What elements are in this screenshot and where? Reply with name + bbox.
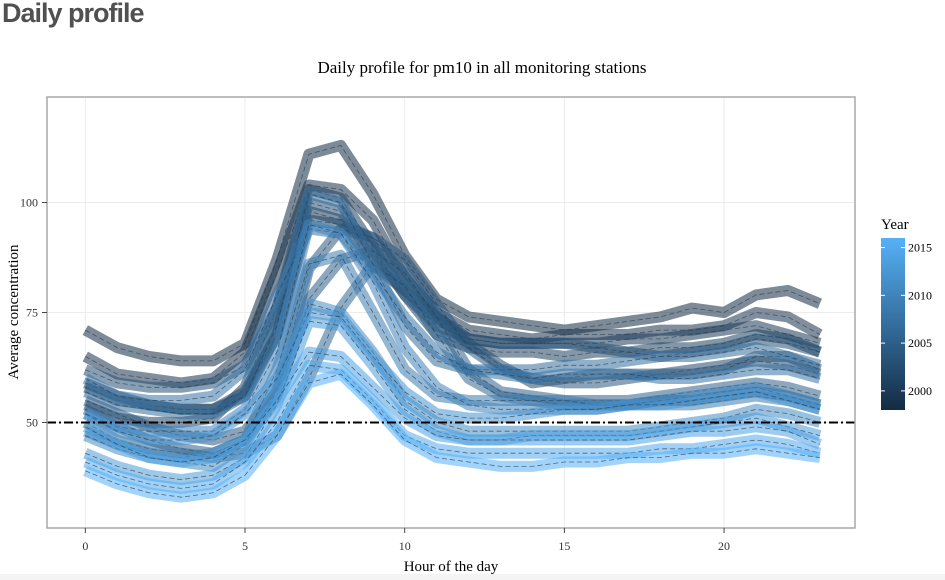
chart-title: Daily profile for pm10 in all monitoring… (317, 58, 646, 77)
page-footer-band (0, 574, 945, 580)
x-axis-label: Hour of the day (404, 559, 499, 575)
legend-ticks: 2000 2005 2010 2015 (881, 241, 932, 398)
legend-tick-label: 2015 (908, 241, 932, 255)
y-axis-label: Average concentration (6, 244, 22, 380)
x-tick-label: 15 (558, 539, 570, 553)
series-line-2016 (83, 368, 821, 503)
x-tick-label: 20 (718, 539, 730, 553)
x-tick-label: 10 (399, 539, 411, 553)
y-tick-label: 50 (26, 415, 38, 429)
series-mean-line (85, 351, 821, 463)
series-mean-line (85, 312, 821, 441)
series-mean-line (85, 144, 821, 362)
legend: Year 2000 2005 2010 2015 (881, 217, 932, 410)
series-line-2008 (82, 223, 822, 406)
legend-tick-label: 2010 (908, 288, 932, 302)
legend-colorbar (881, 238, 905, 410)
page-heading: Daily profile (2, 0, 145, 28)
series-mean-line (85, 373, 820, 498)
legend-tick-label: 2005 (908, 336, 932, 350)
series-mean-line (85, 228, 821, 401)
series-line-1998 (82, 139, 822, 367)
series-line-2014 (82, 346, 822, 468)
series-line-2012 (82, 307, 822, 446)
legend-tick-label: 2000 (908, 384, 932, 398)
axis-layer: 0 5 10 15 20 50 75 100 (20, 196, 730, 553)
x-tick-label: 5 (242, 539, 248, 553)
x-tick-label: 0 (82, 539, 88, 553)
series-layer (82, 139, 823, 503)
legend-title: Year (881, 217, 909, 233)
y-tick-label: 100 (20, 196, 38, 210)
y-tick-label: 75 (26, 306, 38, 320)
